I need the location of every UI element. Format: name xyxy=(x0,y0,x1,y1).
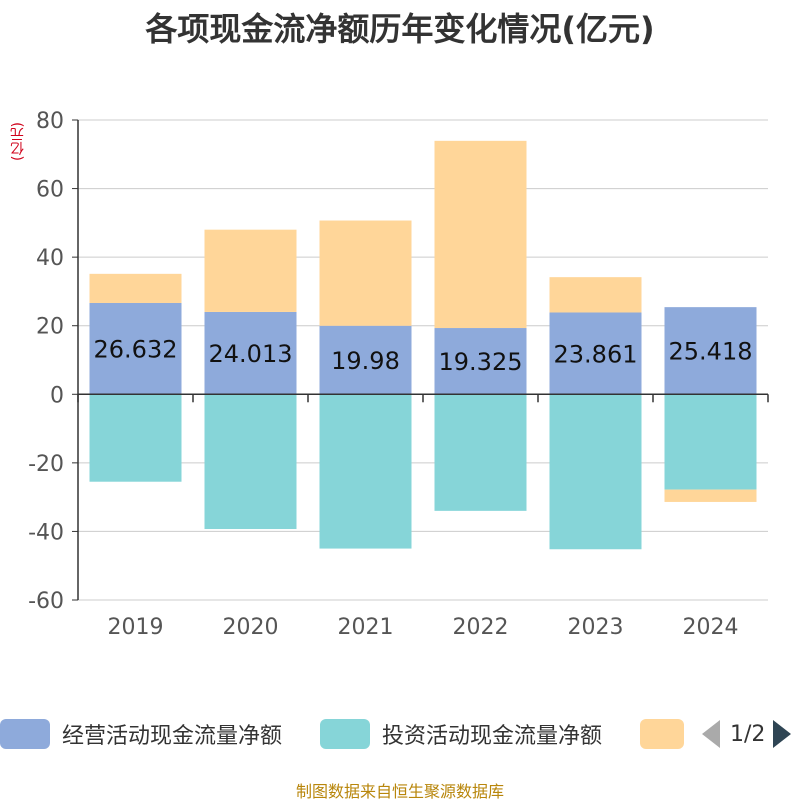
bar-2019-series-0 xyxy=(89,302,182,395)
legend-label-operating: 经营活动现金流量净额 xyxy=(62,724,283,749)
y-tick-label: 0 xyxy=(50,383,64,408)
x-tick-label: 2021 xyxy=(338,615,394,640)
legend-pager: 1/2 xyxy=(700,716,800,752)
bar-2022-series-2 xyxy=(434,140,527,329)
bar-2021-series-0 xyxy=(319,325,412,395)
bar-value-label: 23.861 xyxy=(554,340,638,368)
bar-2020-series-2 xyxy=(204,229,297,312)
legend-prev-icon[interactable] xyxy=(702,720,720,748)
bar-2021-series-1 xyxy=(319,394,412,549)
y-tick-label: 40 xyxy=(36,246,64,271)
bar-value-label: 19.98 xyxy=(331,347,400,375)
bar-2020-series-0 xyxy=(204,311,297,395)
bar-2022-series-1 xyxy=(434,394,527,511)
bar-2023-series-2 xyxy=(549,277,642,313)
bar-value-label: 19.325 xyxy=(439,348,523,376)
legend-next-icon[interactable] xyxy=(773,720,792,748)
bar-2024-series-2 xyxy=(664,489,757,502)
x-tick-label: 2020 xyxy=(223,615,279,640)
y-tick-label: -60 xyxy=(28,589,64,614)
source-footer: 制图数据来自恒生聚源数据库 xyxy=(295,782,504,801)
y-tick-label: 60 xyxy=(36,178,64,203)
bar-2019-series-1 xyxy=(89,394,182,482)
legend-item-investing[interactable]: 投资活动现金流量净额 xyxy=(320,716,602,752)
bar-2023-series-1 xyxy=(549,394,642,550)
bar-2022-series-0 xyxy=(434,328,527,395)
legend-page-indicator: 1/2 xyxy=(730,721,766,747)
x-tick-label: 2019 xyxy=(108,615,164,640)
bar-value-label: 24.013 xyxy=(209,340,293,368)
legend-swatch-financing xyxy=(640,719,684,749)
bar-value-label: 25.418 xyxy=(669,338,753,366)
bar-value-label: 26.632 xyxy=(94,336,178,364)
legend-swatch-operating xyxy=(0,719,50,749)
bar-2020-series-1 xyxy=(204,394,297,530)
x-tick-label: 2022 xyxy=(453,615,509,640)
legend-item-financing[interactable] xyxy=(640,716,684,752)
y-tick-label: 80 xyxy=(36,109,64,134)
bar-2023-series-0 xyxy=(549,312,642,395)
bar-2024-series-0 xyxy=(664,307,757,395)
y-tick-label: -20 xyxy=(28,452,64,477)
x-tick-label: 2023 xyxy=(568,615,624,640)
legend-item-operating[interactable]: 经营活动现金流量净额 xyxy=(0,716,282,752)
bar-2019-series-2 xyxy=(89,273,182,303)
chart-title: 各项现金流净额历年变化情况(亿元) xyxy=(145,10,655,48)
bar-2021-series-2 xyxy=(319,220,412,326)
legend-swatch-investing xyxy=(320,719,370,749)
y-tick-label: 20 xyxy=(36,315,64,340)
legend-label-investing: 投资活动现金流量净额 xyxy=(382,724,603,749)
bar-chart: 80 60 40 20 0 -20 -40 -60 26.632 2019 24.013 2020 19… xyxy=(28,109,769,640)
x-tick-label: 2024 xyxy=(683,615,739,640)
y-tick-label: -40 xyxy=(28,520,64,545)
bar-2024-series-1 xyxy=(664,394,757,490)
